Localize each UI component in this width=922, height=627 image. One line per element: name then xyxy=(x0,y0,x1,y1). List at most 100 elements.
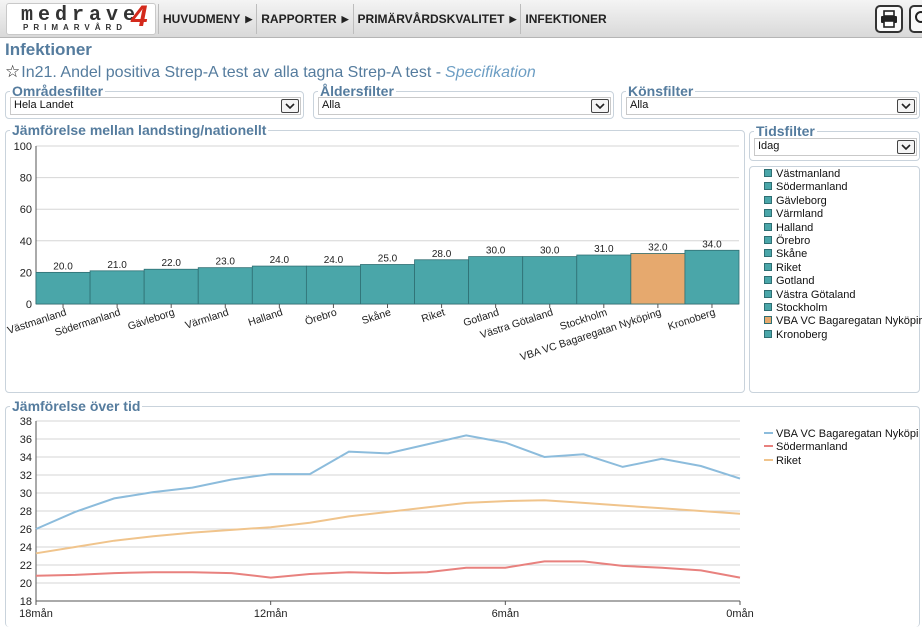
bar-value-label: 25.0 xyxy=(378,254,398,265)
legend-item[interactable]: Skåne xyxy=(764,248,807,261)
chevron-down-icon[interactable] xyxy=(897,99,915,113)
legend-swatch xyxy=(764,169,772,177)
legend-swatch xyxy=(764,303,772,311)
nav-item-infektioner[interactable]: INFEKTIONER xyxy=(520,4,610,34)
nav-label: HUVUDMENY xyxy=(163,12,241,26)
legend-swatch xyxy=(764,445,773,448)
line-chart-legend: VBA VC Bagaregatan Nyköpi Södermanland Rik… xyxy=(764,428,922,473)
legend-item[interactable]: Värmland xyxy=(764,208,823,221)
series-line[interactable] xyxy=(35,560,741,579)
star-icon[interactable]: ☆ xyxy=(5,62,21,81)
logo-subtitle: PRIMARVÅRD xyxy=(23,23,128,32)
legend-item[interactable]: Riket xyxy=(764,455,801,468)
area-filter-select[interactable]: Hela Landet xyxy=(10,97,301,115)
legend-swatch xyxy=(764,209,772,218)
legend-swatch xyxy=(764,329,772,338)
time-filter-value: Idag xyxy=(758,140,780,152)
legend-item[interactable]: Stockholm xyxy=(764,302,827,315)
bar[interactable] xyxy=(197,267,253,305)
zoom-button[interactable] xyxy=(909,5,922,33)
series-line[interactable] xyxy=(35,434,741,530)
legend-item[interactable]: Södermanland xyxy=(764,441,848,454)
chevron-down-icon[interactable] xyxy=(281,99,299,113)
chevron-down-icon[interactable] xyxy=(591,99,609,113)
bar-chart-title: Jämförelse mellan landsting/nationellt xyxy=(10,122,269,138)
bar[interactable] xyxy=(143,268,199,305)
chevron-right-icon: ▶ xyxy=(509,14,517,24)
bar-chart-legend: Västmanland Södermanland Gävleborg Värmland… xyxy=(764,168,922,348)
legend-label: Stockholm xyxy=(776,302,828,314)
breadcrumb: HUVUDMENY ▶ RAPPORTER ▶ PRIMÄRVÅRDSKVALITE… xyxy=(158,4,611,34)
x-tick-label: Riket xyxy=(420,306,447,325)
gender-filter-select[interactable]: Alla xyxy=(626,97,917,115)
legend-item[interactable]: Örebro xyxy=(764,235,810,248)
legend-item[interactable]: Gotland xyxy=(764,275,815,288)
bar[interactable] xyxy=(414,259,470,305)
line-chart: 18 20 22 24 26 28 30 32 34 36 38 18mån 12mån 6mån 0mån xyxy=(19,416,754,620)
bar-value-label: 30.0 xyxy=(486,246,506,257)
medrave-logo[interactable]: medrave PRIMARVÅRD 4 xyxy=(6,0,156,35)
legend-label: Örebro xyxy=(776,235,811,247)
print-button[interactable] xyxy=(875,5,903,33)
legend-item[interactable]: Riket xyxy=(764,262,801,275)
series-line[interactable] xyxy=(35,499,741,555)
age-filter-select[interactable]: Alla xyxy=(318,97,611,115)
legend-item[interactable]: Kronoberg xyxy=(764,329,827,342)
bar[interactable] xyxy=(251,265,307,305)
gender-filter-group: Könsfilter Alla xyxy=(621,83,920,119)
legend-swatch xyxy=(764,289,772,298)
legend-label: Södermanland xyxy=(776,441,848,454)
legend-swatch xyxy=(764,249,772,258)
legend-label: Kronoberg xyxy=(776,328,828,341)
bar-value-label: 22.0 xyxy=(161,258,181,269)
bar-value-label: 21.0 xyxy=(107,260,127,271)
time-filter-select[interactable]: Idag xyxy=(754,138,917,156)
y-tick-label: 0 xyxy=(26,299,32,311)
indicator-title: In21. Andel positiva Strep-A test av all… xyxy=(21,64,442,81)
nav-item-primarvardskvalitet[interactable]: PRIMÄRVÅRDSKVALITET ▶ xyxy=(352,4,521,34)
bar[interactable] xyxy=(684,249,740,305)
time-filter-group: Tidsfilter Idag xyxy=(749,123,920,161)
bar-value-label: 24.0 xyxy=(270,255,290,266)
legend-item[interactable]: Västra Götaland xyxy=(764,289,856,302)
x-tick-label: 12mån xyxy=(254,608,288,620)
y-tick-label: 32 xyxy=(20,470,32,482)
chevron-right-icon: ▶ xyxy=(245,14,253,24)
y-tick-label: 24 xyxy=(20,542,32,554)
page-title: Infektioner xyxy=(5,40,92,59)
bar[interactable] xyxy=(360,264,415,305)
bar[interactable] xyxy=(576,254,632,305)
specification-link[interactable]: Specifikation xyxy=(445,64,536,81)
nav-item-huvudmeny[interactable]: HUVUDMENY ▶ xyxy=(158,4,256,34)
logo-version-number: 4 xyxy=(131,0,148,33)
legend-label: Gotland xyxy=(776,275,815,288)
printer-icon xyxy=(881,10,897,28)
area-filter-label: Områdesfilter xyxy=(10,83,106,99)
legend-item[interactable]: Gävleborg xyxy=(764,195,827,208)
bar[interactable] xyxy=(630,253,686,305)
age-filter-label: Åldersfilter xyxy=(318,83,396,99)
bar[interactable] xyxy=(468,256,524,305)
legend-swatch xyxy=(764,195,772,204)
chevron-down-icon[interactable] xyxy=(897,140,915,154)
bar[interactable] xyxy=(305,265,361,305)
nav-item-rapporter[interactable]: RAPPORTER ▶ xyxy=(256,4,352,34)
top-navigation-bar: medrave PRIMARVÅRD 4 HUVUDMENY ▶ RAPPORTE… xyxy=(0,0,922,38)
gender-filter-value: Alla xyxy=(630,99,649,111)
nav-label: INFEKTIONER xyxy=(525,12,607,26)
legend-label: Värmland xyxy=(776,208,824,221)
legend-item[interactable]: VBA VC Bagaregatan Nyköpi xyxy=(764,428,918,441)
legend-label: Gävleborg xyxy=(776,194,827,207)
legend-item[interactable]: Västmanland xyxy=(764,168,840,181)
bar-value-label: 23.0 xyxy=(216,257,236,268)
bar[interactable] xyxy=(89,270,145,305)
bar[interactable] xyxy=(35,271,91,305)
bar[interactable] xyxy=(522,256,578,305)
legend-item[interactable]: Halland xyxy=(764,222,813,235)
y-tick-label: 18 xyxy=(20,596,32,608)
x-tick-label: 6mån xyxy=(492,608,520,620)
legend-item[interactable]: Södermanland xyxy=(764,181,848,194)
legend-item[interactable]: VBA VC Bagaregatan Nyköpir xyxy=(764,315,922,328)
x-tick-label: 18mån xyxy=(19,608,53,620)
legend-swatch xyxy=(764,222,772,231)
